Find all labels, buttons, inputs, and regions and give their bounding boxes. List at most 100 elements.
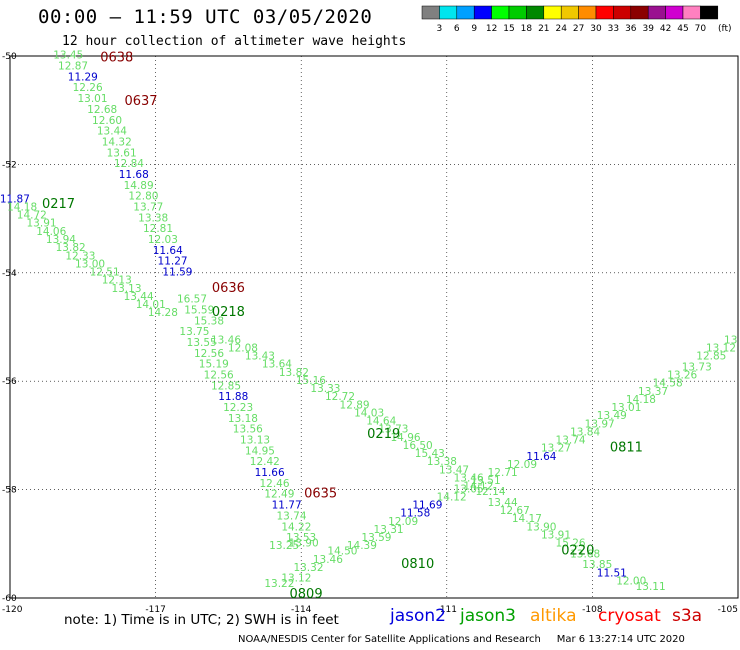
swh-value: 13.44 [488,497,518,509]
legend-label: 33 [608,24,619,34]
legend-label: 45 [677,24,688,34]
swh-value: 12.14 [475,486,505,498]
footer-note: note: 1) Time is in UTC; 2) SWH is in fe… [64,612,339,628]
swh-value: 14.18 [626,394,656,406]
swh-value: 13.45 [53,50,83,62]
swh-value: 14.89 [124,180,154,192]
swh-value: 14.39 [347,540,377,552]
pass-time-labels: 0638 0637 0217 0636 0218 0219 0635 0811 0220 0810… [42,50,643,602]
swh-value: 13.13 [240,435,270,447]
swh-value: 13.73 [378,424,408,436]
swh-value: 11.64 [153,245,183,257]
pass-time-label: 0635 [304,487,337,502]
swh-value: 11.27 [158,256,188,268]
lon-tick-label: -114 [291,605,312,615]
swh-value: 12.56 [194,348,224,360]
swh-value: 12.68 [87,104,117,116]
swh-value: 11.68 [119,169,149,181]
pass-time-label: 0809 [290,587,323,602]
swh-value: 13.46 [313,554,343,566]
legend-label: 30 [590,24,602,34]
swh-value: 12.81 [143,223,173,235]
swh-value: 11.88 [218,391,248,403]
lon-tick-label: -105 [718,605,738,615]
swh-value: 11.66 [255,467,285,479]
swh-value: 13.91 [27,218,57,230]
swh-value: 13.61 [107,147,137,159]
swh-value: 12.87 [58,61,88,73]
legend-label: 3 [437,24,443,34]
swh-value: 12.72 [325,391,355,403]
pass-time-label: 0218 [212,305,245,320]
legend-label: 42 [660,24,671,34]
swh-value: 12.60 [92,115,122,127]
pass-time-label: 0638 [100,50,133,65]
swh-value: 12.09 [507,459,537,471]
swh-value: 11.29 [68,71,98,83]
swh-value: 13.75 [179,326,209,338]
lon-tick-label: -111 [437,605,457,615]
swh-value: 12.84 [114,158,144,170]
legend-label: 6 [454,24,460,34]
swh-value: 13.82 [56,242,86,254]
legend-label: 27 [573,24,584,34]
footer-credit: NOAA/NESDIS Center for Satellite Applica… [238,634,685,645]
swh-value: 13.64 [262,359,292,371]
pass-time-label: 0637 [124,94,157,109]
altimeter-tracks: 13.4512.8711.2912.2613.0112.6812.6013.44… [0,50,737,593]
swh-value: 13.25 [269,540,299,552]
pass-time-label: 0811 [610,441,643,456]
swh-value: 13.26 [667,369,697,381]
swh-value: 14.50 [327,546,357,558]
lat-tick-label: -58 [2,486,17,496]
swh-value: 13.85 [582,559,612,571]
swh-value: 14.28 [148,307,178,319]
swh-value: 13.12 [281,573,311,585]
swh-value: 12.71 [488,467,518,479]
swh-value: 12.46 [259,478,289,490]
swh-value: 11.64 [526,451,556,463]
swh-value: 12.85 [696,351,726,363]
lon-tick-label: -108 [582,605,603,615]
legend-label: 9 [471,24,477,34]
satellite-legend-s3a: s3a [672,606,703,626]
swh-value: 14.12 [463,481,493,493]
legend-unit: (ft) [718,24,732,34]
swh-value: 11.77 [272,500,302,512]
page-title: 00:00 – 11:59 UTC 03/05/2020 [38,6,373,28]
legend-label: 39 [642,24,654,34]
swh-value: 14.17 [512,513,542,525]
swh-value: 13.37 [638,386,668,398]
swh-value: 12.00 [616,575,646,587]
swh-value: 13.38 [427,456,457,468]
swh-value: 14.32 [102,136,132,148]
lat-tick-label: -54 [2,269,17,279]
swh-value: 14.58 [653,378,683,390]
swh-value: 13.32 [293,562,323,574]
swh-value: 13.59 [361,532,391,544]
swh-value: 12.56 [204,369,234,381]
satellite-legend-cryosat: cryosat [598,606,661,626]
swh-value: 13.00 [75,258,105,270]
swh-value: 13.94 [46,234,76,246]
swh-value: 12.49 [264,489,294,501]
swh-value: 13.13 [111,283,141,295]
legend-label: 24 [555,24,567,34]
pass-time-label: 0220 [561,544,594,559]
swh-value: 13.46 [211,334,241,346]
credit-text: NOAA/NESDIS Center for Satellite Applica… [238,634,541,645]
swh-value: 11.58 [400,508,430,520]
swh-value: 12.51 [90,267,120,279]
swh-value: 15.19 [199,359,229,371]
swh-value: 12.85 [211,380,241,392]
satellite-legend-jason3: jason3 [460,606,516,626]
swh-value: 14.22 [281,521,311,533]
color-legend: 3 6 9 12 15 18 21 24 27 30 33 36 39 42 45 70 (ft) [421,5,732,34]
axis-labels: -120 -117 -114 -111 -108 -105 -50 -52 -54 -56 -58 -… [2,52,738,615]
swh-value: 15.26 [556,538,586,550]
legend-label: 21 [538,24,549,34]
map-frame [9,55,739,599]
swh-value: 11.59 [162,267,192,279]
lat-tick-label: -60 [2,594,17,604]
swh-value: 13.84 [570,426,600,438]
